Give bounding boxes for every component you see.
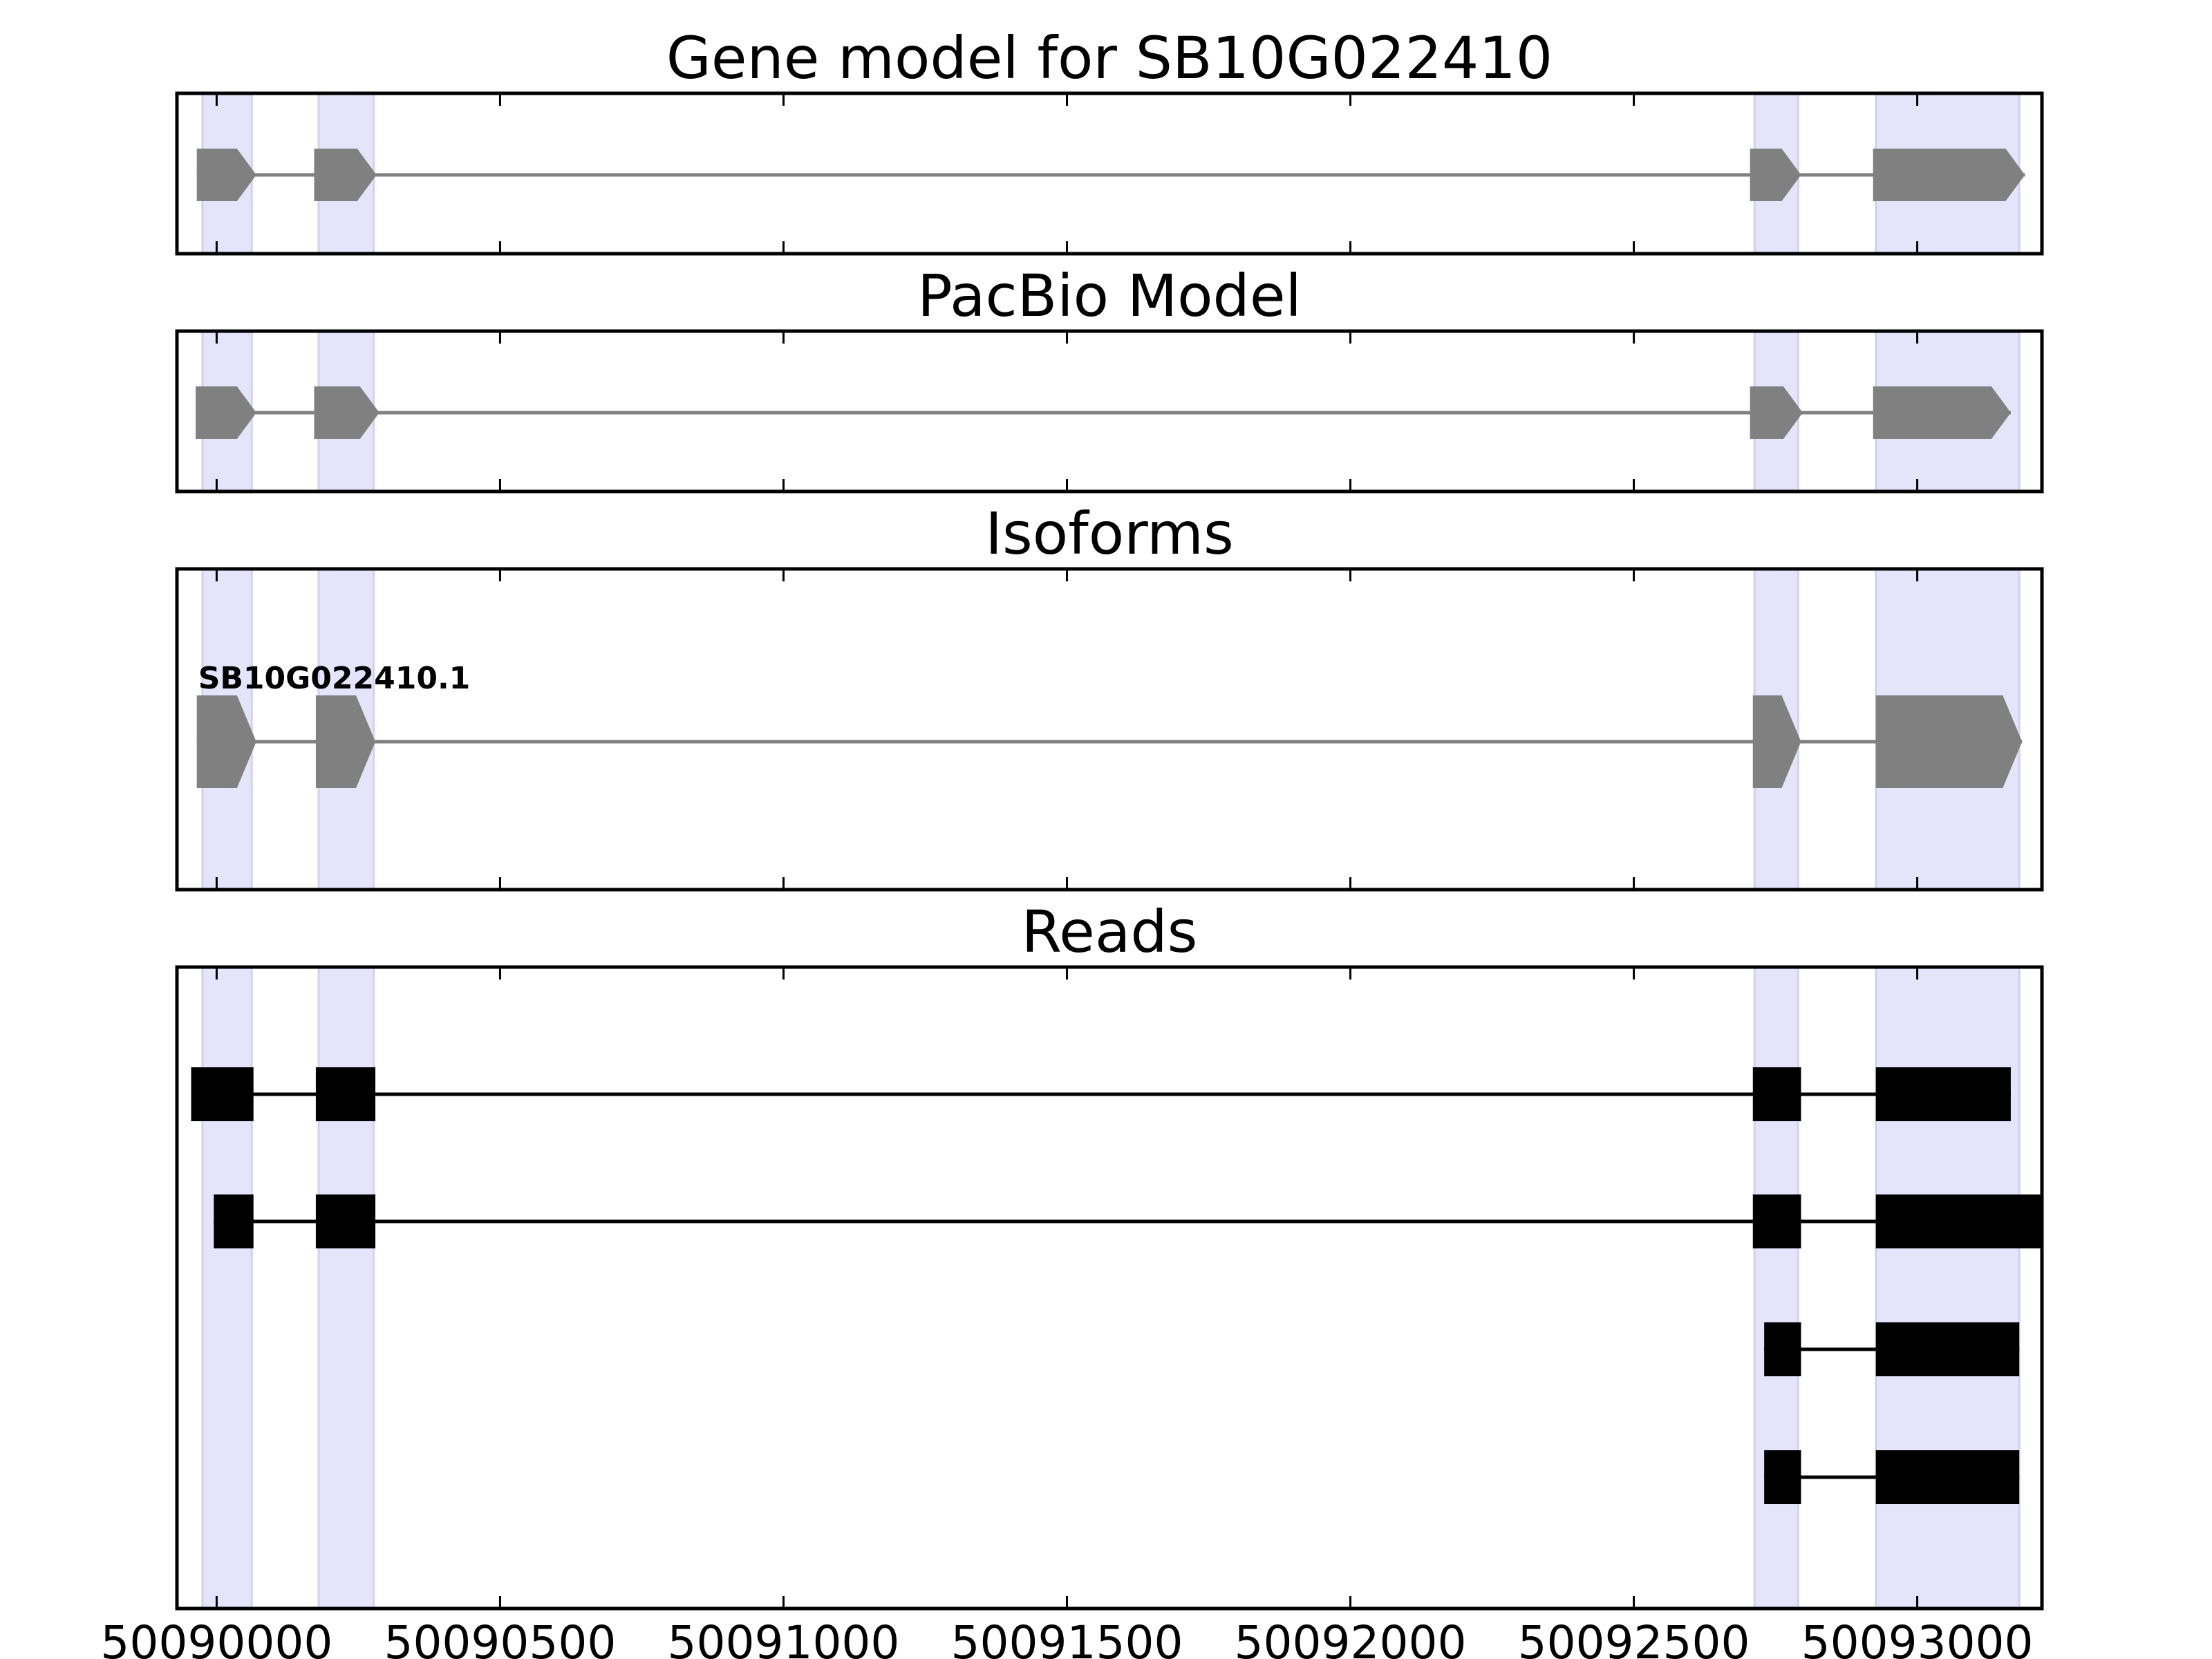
read-exon	[1875, 1322, 2020, 1376]
panel-frame	[175, 329, 2044, 494]
read-exon	[315, 1067, 376, 1121]
isoform-exon	[1875, 695, 2023, 788]
read-exon	[315, 1194, 376, 1248]
read-exon	[1752, 1067, 1801, 1121]
x-tick-label: 50090500	[384, 1616, 616, 1659]
highlight-region	[1875, 966, 2021, 1610]
x-tick-label: 50092000	[1235, 1616, 1467, 1659]
isoform-exon	[1752, 695, 1801, 788]
isoform-exon	[196, 695, 256, 788]
gene-model-exon	[1873, 149, 2025, 201]
x-tick-label: 50091500	[951, 1616, 1183, 1659]
gene-model-exon	[314, 386, 379, 439]
panel-title: Reads	[1022, 898, 1198, 966]
gene-model-exon	[196, 149, 256, 201]
gene-model-exon	[314, 149, 377, 201]
x-tick-label: 50090000	[100, 1616, 332, 1659]
panel-title: Isoforms	[985, 500, 1234, 568]
panel-reads: Reads 50090000 50090500 50091000 50091500 500…	[100, 898, 2044, 1659]
read-exon	[1875, 1067, 2011, 1121]
panel-frame	[175, 91, 2044, 256]
highlight-region	[201, 966, 253, 1610]
read-exon	[1764, 1322, 1801, 1376]
isoform-label: SB10G022410.1	[198, 661, 471, 696]
panel-isoforms: Isoforms SB10G022410.1	[175, 500, 2044, 892]
isoform-exon	[315, 695, 376, 788]
read-exon	[214, 1194, 254, 1248]
panel-gene-model-for-sb10g022410: Gene model for SB10G022410	[175, 24, 2044, 256]
read-exon	[1875, 1450, 2020, 1504]
highlight-region	[1753, 966, 1799, 1610]
panel-frame	[175, 567, 2044, 892]
panel-title: Gene model for SB10G022410	[666, 24, 1553, 92]
x-tick-label: 50091000	[667, 1616, 899, 1659]
highlight-region	[317, 966, 375, 1610]
panel-pacbio-model: PacBio Model	[175, 262, 2044, 494]
gene-model-exon	[196, 386, 256, 439]
gene-model-exon	[1750, 386, 1803, 439]
read-exon	[1752, 1194, 1801, 1248]
gene-model-exon	[1873, 386, 2011, 439]
read-exon	[1875, 1194, 2042, 1248]
panel-title: PacBio Model	[917, 262, 1302, 330]
panel-frame	[175, 965, 2044, 1611]
gene-model-exon	[1750, 149, 1801, 201]
x-tick-label: 50092500	[1518, 1616, 1750, 1659]
read-exon	[191, 1067, 254, 1121]
x-tick-label: 50093000	[1801, 1616, 2034, 1659]
read-exon	[1764, 1450, 1801, 1504]
